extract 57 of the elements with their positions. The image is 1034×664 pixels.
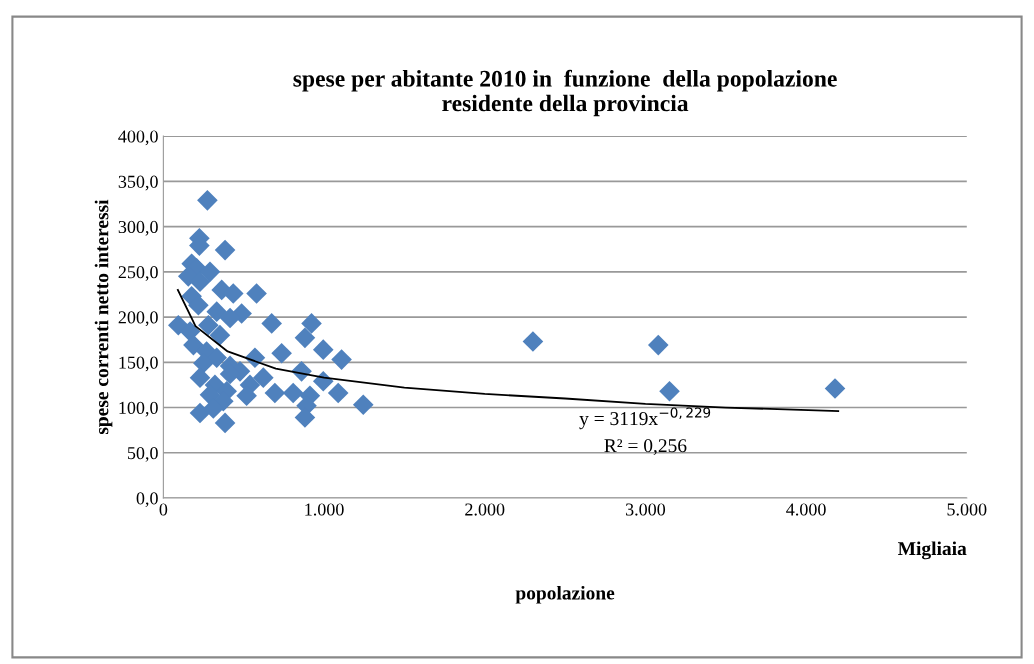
point [236, 385, 257, 407]
x-tick-label: 0 [159, 503, 168, 516]
x-axis-title: popolazione [515, 585, 615, 604]
y-tick-label: 200,0 [118, 311, 158, 327]
point [203, 398, 224, 419]
point [294, 327, 316, 349]
point [327, 382, 349, 404]
point [214, 412, 236, 434]
point [199, 261, 221, 283]
x-tick-label: 5.000 [947, 503, 987, 516]
point [189, 367, 211, 388]
y-axis-title: spese correnti netto interessi [94, 199, 113, 435]
point [647, 334, 669, 356]
y-tick-label: 150,0 [119, 356, 158, 372]
point [197, 190, 218, 211]
y-tick-label: 100,0 [119, 401, 158, 417]
point [219, 307, 241, 329]
chart-title: spese per abitante 2010 in funzione della popolazione residente della provincia [293, 69, 837, 117]
point [294, 407, 316, 428]
point [188, 295, 209, 316]
point [261, 313, 282, 334]
point [264, 382, 286, 404]
x-tick-label: 1.000 [305, 503, 344, 516]
x-tick-label: 4.000 [786, 503, 826, 516]
point [198, 314, 219, 336]
point [253, 367, 274, 388]
y-tick-label: 400,0 [118, 130, 158, 146]
point [183, 334, 204, 356]
annotation: R² = 0,256 [604, 439, 687, 455]
point [189, 402, 211, 424]
point [331, 349, 352, 370]
text: Migliaia [897, 541, 967, 560]
point [193, 352, 214, 374]
point [824, 378, 846, 399]
point [209, 324, 231, 346]
point [222, 283, 244, 304]
point [271, 342, 292, 364]
point [659, 380, 680, 402]
y-tick-label: 250,0 [118, 266, 158, 281]
point [246, 283, 267, 304]
x-tick-label: 2.000 [465, 503, 505, 516]
y-tick-label: 350,0 [118, 175, 158, 191]
point [282, 382, 304, 404]
y-tick-label: 50,0 [127, 447, 158, 462]
point [312, 339, 334, 360]
point [206, 301, 228, 322]
point [189, 271, 211, 293]
y-tick-label: 300,0 [118, 220, 158, 236]
point [522, 331, 544, 352]
point [206, 347, 228, 369]
point [301, 313, 322, 334]
point [214, 239, 236, 261]
y-tick-label: 0,0 [136, 492, 158, 508]
point [199, 384, 221, 406]
annotation: y = 3119x$^{−0,229}$ [579, 407, 711, 430]
point [352, 394, 374, 416]
x-tick-label: 3.000 [625, 503, 666, 516]
